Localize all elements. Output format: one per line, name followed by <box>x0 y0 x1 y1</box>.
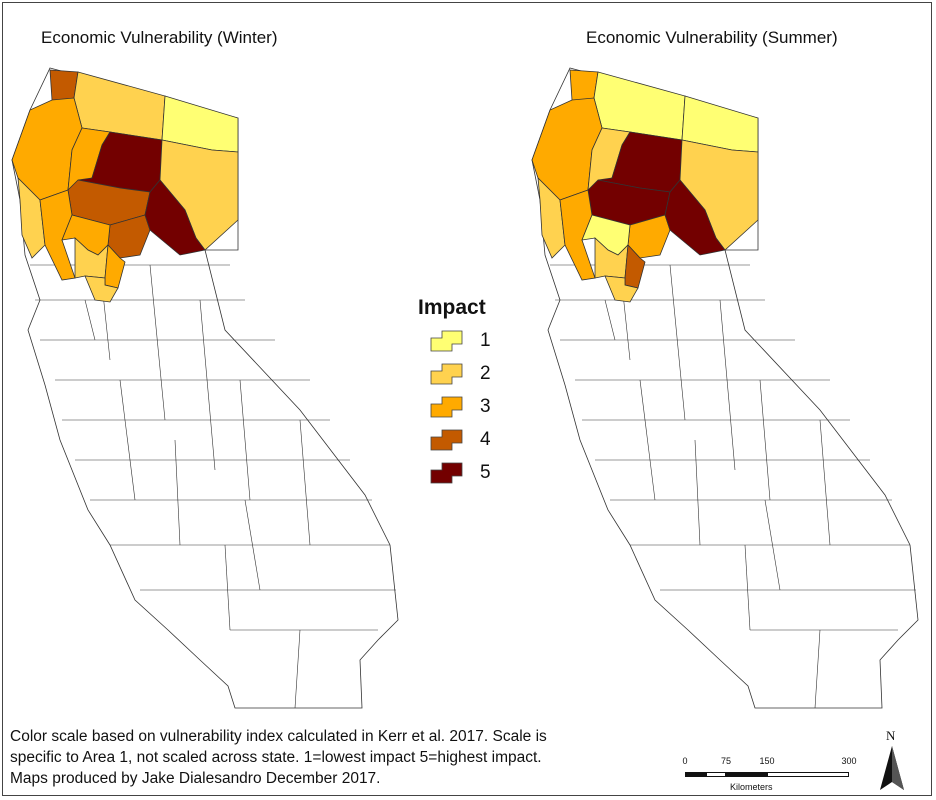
legend-label: 3 <box>480 396 491 417</box>
scale-tick-300: 300 <box>841 756 857 766</box>
north-label: N <box>886 728 896 743</box>
caption-line-3: Maps produced by Jake Dialesandro Decemb… <box>10 770 381 787</box>
map-title-winter: Economic Vulnerability (Winter) <box>41 28 278 47</box>
legend-swatch <box>430 429 463 451</box>
summer-vulnerability-map <box>531 67 919 709</box>
scale-tick-0: 0 <box>682 756 688 766</box>
county-boundaries <box>550 264 916 709</box>
legend-title: Impact <box>418 296 486 319</box>
legend-item-2: 2 <box>418 363 518 396</box>
scale-tick-75: 75 <box>720 756 732 766</box>
region-sierra-nevada <box>144 179 206 256</box>
scale-segment <box>685 772 706 777</box>
legend-label: 4 <box>480 429 491 450</box>
legend-swatch <box>430 363 463 385</box>
county-boundaries <box>30 264 396 709</box>
map-title-summer: Economic Vulnerability (Summer) <box>586 28 838 47</box>
scale-segment <box>706 772 726 777</box>
legend-label: 5 <box>480 462 491 483</box>
impact-regions-summer <box>531 69 759 303</box>
legend-item-5: 5 <box>418 462 518 495</box>
legend-swatch <box>430 396 463 418</box>
impact-regions-winter <box>11 69 239 303</box>
impact-legend: Impact 1 2 3 4 5 <box>418 296 518 495</box>
north-arrow: N <box>876 728 908 794</box>
region-lake <box>39 189 76 281</box>
legend-swatch <box>430 462 463 484</box>
scale-bar: 0 75 150 300 Kilometers <box>680 756 860 796</box>
legend-swatch <box>430 330 463 352</box>
map-caption: Color scale based on vulnerability index… <box>10 726 650 789</box>
legend-label: 2 <box>480 363 491 384</box>
legend-label: 1 <box>480 330 491 351</box>
winter-vulnerability-map <box>11 67 399 709</box>
scale-segment <box>726 772 767 777</box>
legend-item-3: 3 <box>418 396 518 429</box>
scale-tick-150: 150 <box>759 756 775 766</box>
caption-line-1: Color scale based on vulnerability index… <box>10 728 547 745</box>
north-arrow-icon <box>880 746 904 790</box>
region-sutter-yolo <box>604 275 639 303</box>
scale-segment <box>767 772 849 777</box>
legend-item-1: 1 <box>418 330 518 363</box>
scale-units: Kilometers <box>730 782 773 792</box>
caption-line-2: specific to Area 1, not scaled across st… <box>10 749 542 766</box>
region-lake <box>559 189 596 281</box>
region-sierra-nevada <box>664 179 726 256</box>
region-sutter-yolo <box>84 275 119 303</box>
legend-item-4: 4 <box>418 429 518 462</box>
